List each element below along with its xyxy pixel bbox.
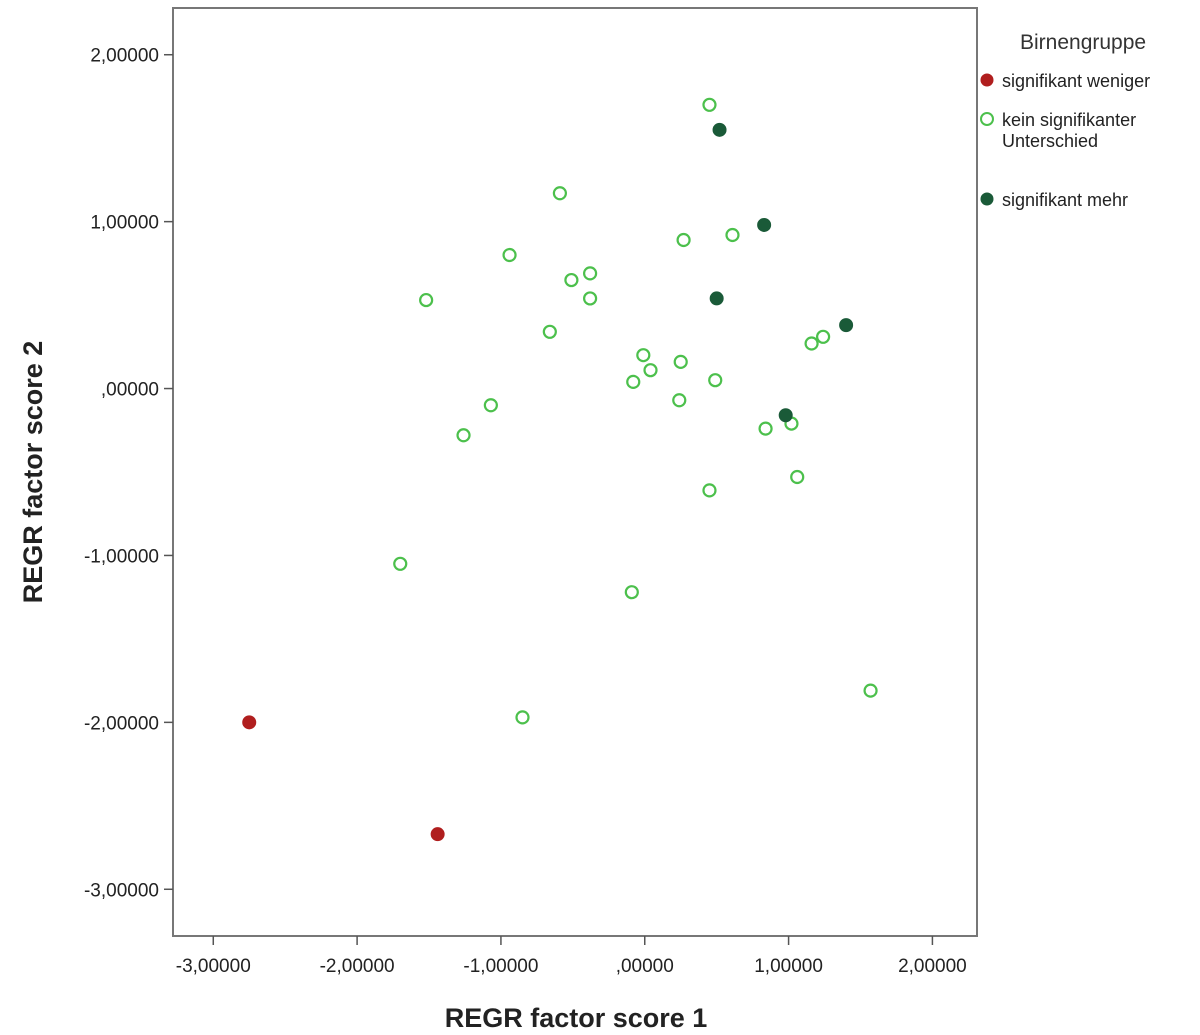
data-point — [712, 122, 727, 137]
data-point — [863, 683, 878, 698]
plot-frame — [172, 7, 978, 937]
data-point — [583, 266, 598, 281]
data-point — [515, 710, 530, 725]
data-point — [758, 421, 773, 436]
x-tick-label: -3,00000 — [176, 956, 251, 977]
y-axis-ticks: 2,00000 1,00000 ,00000 -1,00000 -2,00000 -3,0… — [84, 46, 173, 901]
y-tick-label: 1,00000 — [90, 213, 159, 234]
x-axis-title: REGR factor score 1 — [445, 1003, 708, 1033]
x-tick-label: -1,00000 — [463, 956, 538, 977]
x-tick-label: 2,00000 — [898, 956, 967, 977]
data-point — [626, 374, 641, 389]
data-point — [242, 715, 257, 730]
data-point — [702, 483, 717, 498]
data-point — [725, 227, 740, 243]
data-point — [564, 272, 579, 288]
legend-marker — [980, 73, 994, 87]
data-point — [673, 354, 688, 369]
legend-marker — [980, 112, 994, 126]
data-points — [242, 97, 878, 842]
x-tick-label: ,00000 — [616, 956, 674, 977]
data-point — [778, 408, 793, 423]
data-point — [419, 292, 434, 308]
data-point — [709, 291, 724, 306]
x-axis-ticks: -3,00000 -2,00000 -1,00000 ,00000 1,00000 2,0… — [176, 936, 967, 977]
x-tick-label: 1,00000 — [754, 956, 823, 977]
data-point — [430, 827, 445, 842]
y-tick-label: -2,00000 — [84, 713, 159, 734]
data-point — [624, 585, 639, 600]
data-point — [552, 186, 567, 201]
legend-label: kein signifikanter — [1002, 110, 1136, 130]
y-tick-label: -3,00000 — [84, 880, 159, 901]
y-tick-label: 2,00000 — [90, 46, 159, 67]
data-point — [636, 348, 651, 363]
data-point — [839, 318, 854, 333]
data-point — [790, 469, 805, 485]
data-point — [676, 232, 691, 248]
data-point — [672, 393, 687, 408]
data-point — [483, 398, 498, 413]
x-tick-label: -2,00000 — [320, 956, 395, 977]
data-point — [583, 291, 598, 306]
data-point — [757, 217, 772, 232]
data-point — [804, 336, 819, 351]
legend-label: Unterschied — [1002, 131, 1098, 151]
data-point — [542, 324, 557, 339]
data-point — [393, 556, 408, 571]
y-tick-label: -1,00000 — [84, 546, 159, 567]
legend-title: Birnengruppe — [1020, 31, 1146, 54]
legend-label: signifikant weniger — [1002, 71, 1150, 91]
data-point — [643, 363, 658, 378]
data-point — [502, 247, 517, 263]
data-point — [816, 329, 831, 344]
legend: Birnengruppe signifikant weniger kein sig… — [980, 31, 1150, 210]
legend-marker — [980, 192, 994, 206]
data-point — [708, 373, 723, 388]
y-axis-title: REGR factor score 2 — [18, 341, 48, 604]
data-point — [456, 428, 471, 443]
legend-label: signifikant mehr — [1002, 190, 1128, 210]
y-tick-label: ,00000 — [101, 380, 159, 401]
data-point — [702, 97, 717, 112]
